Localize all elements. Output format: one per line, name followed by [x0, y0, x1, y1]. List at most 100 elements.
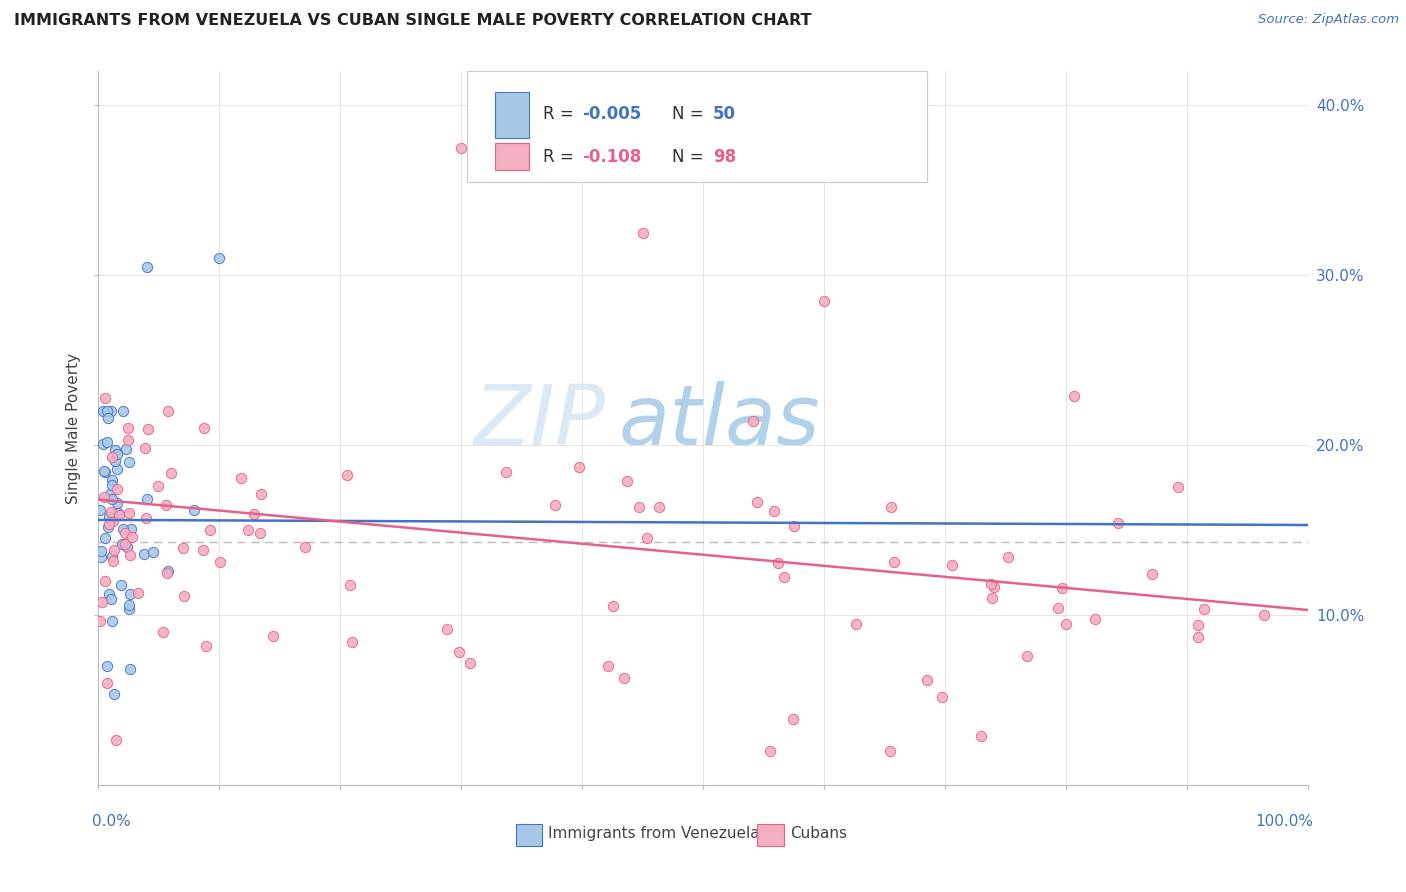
Text: R =: R =	[543, 105, 579, 123]
Point	[172, 541, 194, 555]
FancyBboxPatch shape	[758, 824, 785, 846]
Text: 50: 50	[713, 105, 735, 123]
Text: Cubans: Cubans	[790, 826, 846, 841]
Point	[114, 537, 136, 551]
Point	[1054, 616, 1077, 631]
Text: -0.005: -0.005	[582, 105, 641, 123]
Point	[1084, 612, 1107, 626]
Point	[121, 530, 143, 544]
Point	[152, 625, 174, 640]
Point	[117, 421, 139, 435]
Point	[118, 587, 141, 601]
Point	[198, 523, 221, 537]
Point	[1140, 567, 1163, 582]
Point	[631, 226, 654, 240]
Point	[118, 662, 141, 676]
Point	[118, 455, 141, 469]
Point	[103, 687, 125, 701]
Text: N =: N =	[672, 105, 709, 123]
Point	[845, 616, 868, 631]
FancyBboxPatch shape	[516, 824, 543, 846]
Point	[915, 673, 938, 687]
Point	[1192, 602, 1215, 616]
Point	[105, 447, 128, 461]
Text: 98: 98	[713, 148, 735, 166]
Point	[155, 498, 177, 512]
FancyBboxPatch shape	[467, 71, 927, 182]
Y-axis label: Single Male Poverty: Single Male Poverty	[66, 352, 82, 504]
FancyBboxPatch shape	[495, 143, 529, 169]
Point	[120, 522, 142, 536]
Point	[941, 558, 963, 572]
Point	[105, 482, 128, 496]
Point	[342, 635, 364, 649]
Point	[101, 549, 124, 564]
Point	[96, 675, 118, 690]
Point	[98, 509, 121, 524]
Point	[100, 505, 122, 519]
Point	[983, 580, 1005, 594]
Point	[160, 467, 183, 481]
Point	[173, 589, 195, 603]
Point	[742, 414, 765, 428]
Point	[96, 658, 118, 673]
Point	[90, 549, 112, 564]
Text: ZIP: ZIP	[474, 381, 606, 461]
Point	[89, 615, 111, 629]
Point	[105, 496, 128, 510]
Point	[616, 474, 638, 488]
Point	[117, 540, 139, 554]
Point	[135, 260, 157, 274]
Point	[96, 434, 118, 449]
Point	[91, 594, 114, 608]
Point	[568, 460, 591, 475]
Point	[1167, 480, 1189, 494]
Point	[747, 494, 769, 508]
Point	[294, 540, 316, 554]
Point	[118, 548, 141, 562]
Point	[114, 526, 136, 541]
Point	[759, 744, 782, 758]
Point	[766, 557, 789, 571]
Point	[101, 450, 124, 465]
Point	[195, 639, 218, 653]
Point	[98, 517, 121, 532]
Point	[1187, 630, 1209, 644]
Point	[156, 566, 179, 580]
Point	[146, 479, 169, 493]
Point	[931, 690, 953, 704]
Point	[1187, 618, 1209, 632]
Point	[101, 491, 124, 506]
Point	[101, 478, 124, 492]
Point	[142, 545, 165, 559]
Point	[134, 547, 156, 561]
Point	[339, 578, 361, 592]
Text: Source: ZipAtlas.com: Source: ZipAtlas.com	[1258, 13, 1399, 27]
Point	[97, 410, 120, 425]
Text: R =: R =	[543, 148, 579, 166]
Point	[981, 591, 1004, 605]
Point	[598, 658, 620, 673]
Point	[208, 252, 231, 266]
Point	[1015, 648, 1038, 663]
Point	[1063, 389, 1085, 403]
Point	[969, 729, 991, 743]
Point	[336, 468, 359, 483]
Point	[93, 464, 115, 478]
Point	[157, 564, 180, 578]
Text: Immigrants from Venezuela: Immigrants from Venezuela	[548, 826, 759, 841]
Point	[1253, 608, 1275, 623]
Point	[105, 733, 128, 747]
Point	[93, 465, 115, 479]
Point	[111, 537, 134, 551]
Point	[91, 437, 114, 451]
Point	[980, 577, 1002, 591]
Text: N =: N =	[672, 148, 709, 166]
Point	[118, 599, 141, 613]
Point	[104, 454, 127, 468]
Point	[183, 503, 205, 517]
Point	[193, 421, 215, 435]
Point	[100, 487, 122, 501]
Point	[104, 442, 127, 457]
Point	[762, 504, 785, 518]
